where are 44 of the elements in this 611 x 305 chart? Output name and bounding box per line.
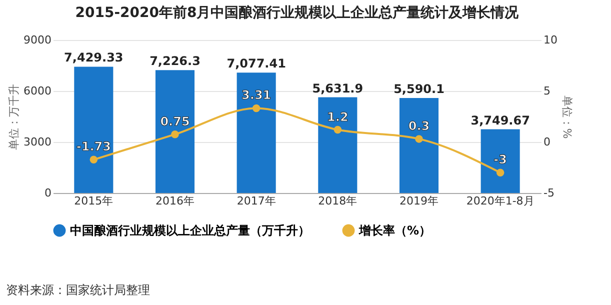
bar bbox=[318, 97, 358, 193]
x-tick-label: 2018年 bbox=[318, 194, 358, 208]
y-tick-label: 3000 bbox=[24, 136, 52, 148]
bar bbox=[74, 66, 114, 193]
y2-tick-label: -5 bbox=[544, 186, 554, 200]
x-tick-label: 2020年1-8月 bbox=[466, 194, 534, 208]
legend-label: 增长率（%） bbox=[358, 224, 432, 238]
y2-tick-label: 10 bbox=[544, 34, 558, 46]
data-label: 3,749.67 bbox=[470, 113, 530, 128]
y-tick-label: 0 bbox=[44, 186, 52, 200]
y-tick-label: 9000 bbox=[24, 34, 52, 46]
data-label: 7,226.3 bbox=[150, 54, 200, 68]
y2-tick-label: 0 bbox=[544, 136, 550, 148]
data-label: 7,429.33 bbox=[64, 50, 124, 65]
data-label: 3.31 bbox=[242, 88, 272, 102]
point bbox=[334, 126, 342, 134]
bar bbox=[480, 129, 520, 193]
text: 资料来源：国家统计局整理 bbox=[6, 282, 150, 299]
bar bbox=[399, 98, 439, 193]
point bbox=[415, 135, 423, 143]
data-label: 5,631.9 bbox=[312, 81, 364, 96]
bar bbox=[236, 72, 276, 193]
point bbox=[252, 104, 260, 112]
y2-tick-label: 5 bbox=[544, 84, 550, 98]
y-tick-label: 6000 bbox=[24, 84, 52, 98]
point bbox=[171, 130, 179, 138]
x-tick-label: 2019年 bbox=[400, 194, 438, 208]
y2-axis-title: 单位：% bbox=[560, 95, 574, 139]
data-label: -3 bbox=[494, 152, 508, 167]
legend-label: 中国酿酒行业规模以上企业总产量（万千升） bbox=[70, 224, 310, 238]
data-label: 7,077.41 bbox=[226, 56, 286, 71]
data-label: 1.2 bbox=[327, 110, 348, 124]
data-label: 5,590.1 bbox=[394, 82, 444, 96]
bar bbox=[155, 70, 195, 193]
x-tick-label: 2016年 bbox=[156, 194, 194, 208]
data-label: -1.73 bbox=[76, 140, 111, 154]
point bbox=[496, 168, 504, 176]
x-tick-label: 2017年 bbox=[236, 194, 276, 208]
point bbox=[90, 156, 98, 164]
data-label: 0.3 bbox=[408, 118, 430, 133]
chart-title: 2015-2020年前8月中国酿酒行业规模以上企业总产量统计及增长情况 bbox=[75, 4, 520, 21]
data-label: 0.75 bbox=[160, 114, 190, 128]
y-axis-title: 单位：万千升 bbox=[8, 84, 21, 150]
x-tick-label: 2015年 bbox=[74, 194, 114, 208]
